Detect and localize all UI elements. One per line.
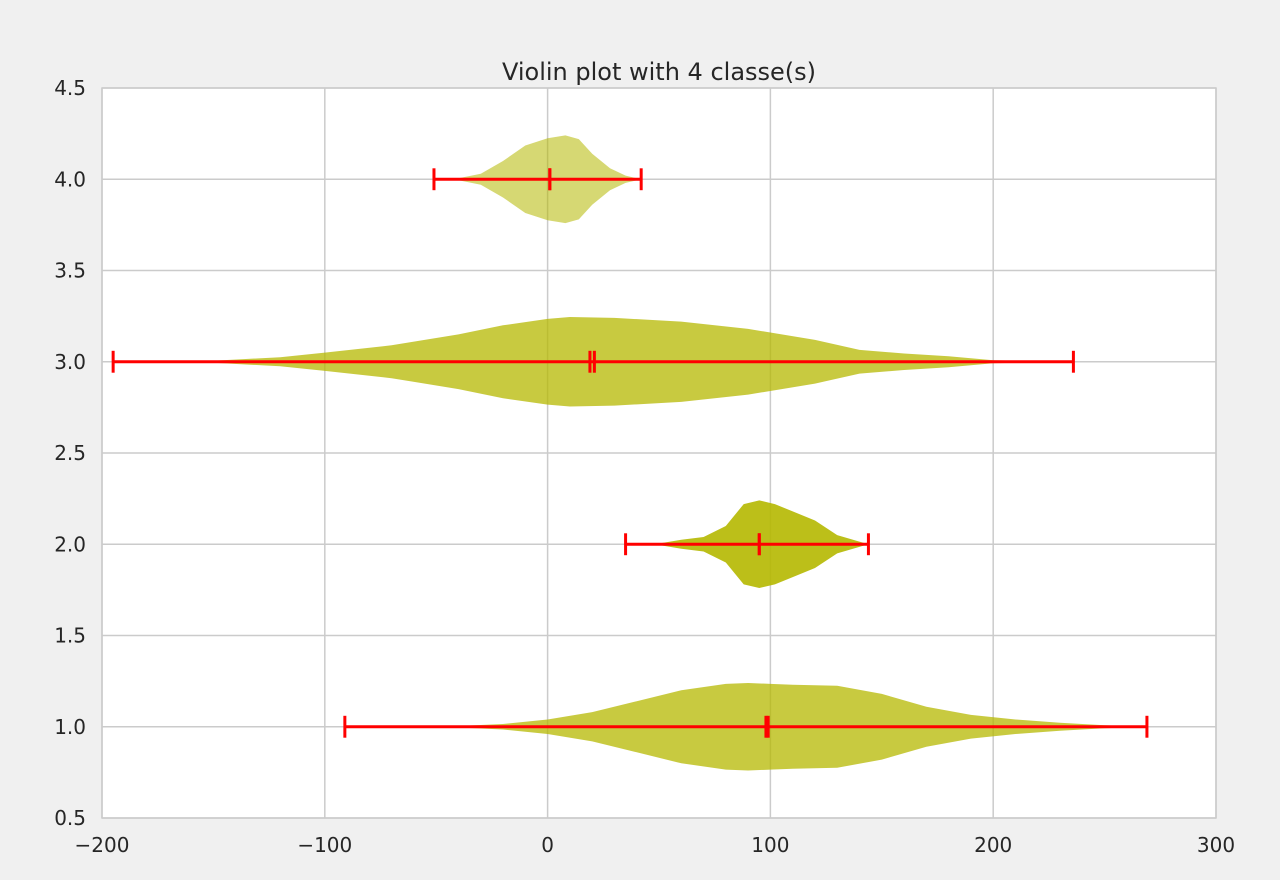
- y-tick-label: 4.0: [54, 167, 86, 191]
- y-tick-label: 3.0: [54, 350, 86, 374]
- x-tick-label: 100: [751, 833, 789, 857]
- x-tick-label: 200: [974, 833, 1012, 857]
- x-tick-label: 300: [1197, 833, 1235, 857]
- y-tick-label: 4.5: [54, 76, 86, 100]
- y-tick-label: 0.5: [54, 806, 86, 830]
- axes-frame: [101, 87, 1217, 819]
- y-tick-label: 1.5: [54, 624, 86, 648]
- tick-labels: −200 −100 0 100 200 300 0.5 1.0 1.5 2.0 2.5 3.0 3.5 4…: [54, 76, 1235, 857]
- x-tick-label: −100: [297, 833, 352, 857]
- y-tick-label: 2.0: [54, 532, 86, 556]
- chart-title: Violin plot with 4 classe(s): [502, 58, 816, 86]
- y-tick-label: 3.5: [54, 259, 86, 283]
- y-tick-label: 1.0: [54, 715, 86, 739]
- x-tick-label: 0: [541, 833, 554, 857]
- whiskers: [111, 168, 1149, 738]
- x-tick-label: −200: [75, 833, 130, 857]
- y-tick-label: 2.5: [54, 441, 86, 465]
